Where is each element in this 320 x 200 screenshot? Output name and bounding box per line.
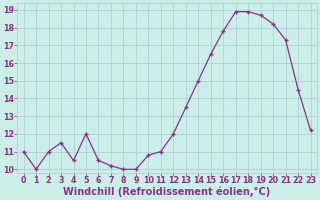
X-axis label: Windchill (Refroidissement éolien,°C): Windchill (Refroidissement éolien,°C) [63, 187, 271, 197]
